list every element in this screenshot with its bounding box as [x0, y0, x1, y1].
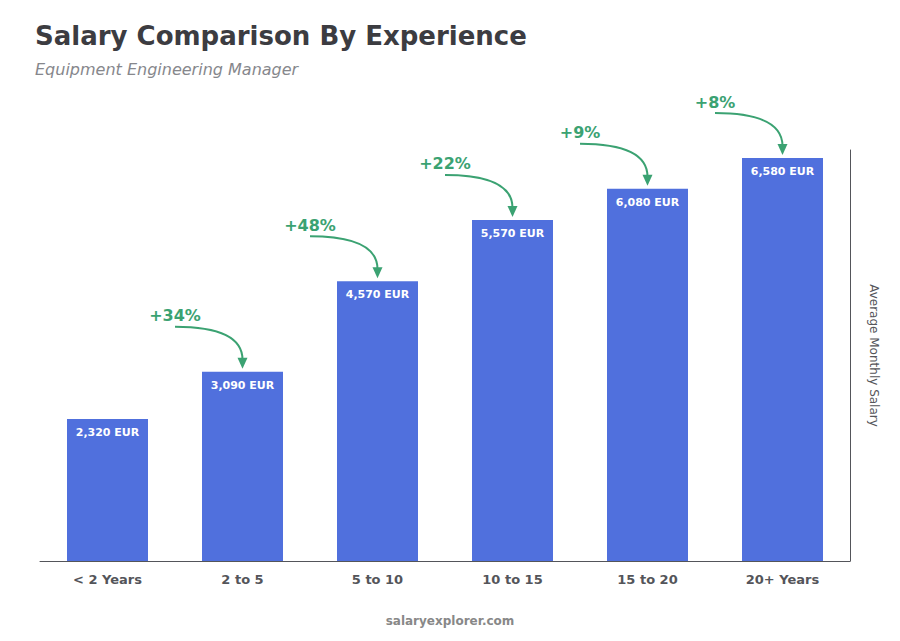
svg-text:Salary Comparison By Experienc: Salary Comparison By Experience [35, 21, 527, 51]
svg-text:15 to 20: 15 to 20 [617, 572, 677, 587]
svg-text:10 to 15: 10 to 15 [482, 572, 542, 587]
svg-text:+34%: +34% [149, 306, 201, 325]
svg-text:6,080 EUR: 6,080 EUR [616, 196, 680, 209]
svg-text:5,570 EUR: 5,570 EUR [481, 227, 545, 240]
svg-text:Average Monthly Salary: Average Monthly Salary [867, 284, 881, 427]
svg-text:< 2 Years: < 2 Years [73, 572, 142, 587]
svg-text:salaryexplorer.com: salaryexplorer.com [386, 614, 515, 628]
svg-text:Equipment Engineering Manager: Equipment Engineering Manager [35, 60, 300, 79]
svg-text:+8%: +8% [695, 93, 736, 112]
svg-text:2,320 EUR: 2,320 EUR [76, 426, 140, 439]
svg-text:20+ Years: 20+ Years [746, 572, 820, 587]
svg-text:4,570 EUR: 4,570 EUR [346, 288, 410, 301]
svg-text:+48%: +48% [284, 216, 336, 235]
svg-text:3,090 EUR: 3,090 EUR [211, 379, 275, 392]
svg-text:+22%: +22% [419, 154, 471, 173]
svg-text:6,580 EUR: 6,580 EUR [751, 165, 815, 178]
svg-text:+9%: +9% [560, 123, 601, 142]
svg-text:5 to 10: 5 to 10 [352, 572, 403, 587]
svg-text:2 to 5: 2 to 5 [221, 572, 263, 587]
